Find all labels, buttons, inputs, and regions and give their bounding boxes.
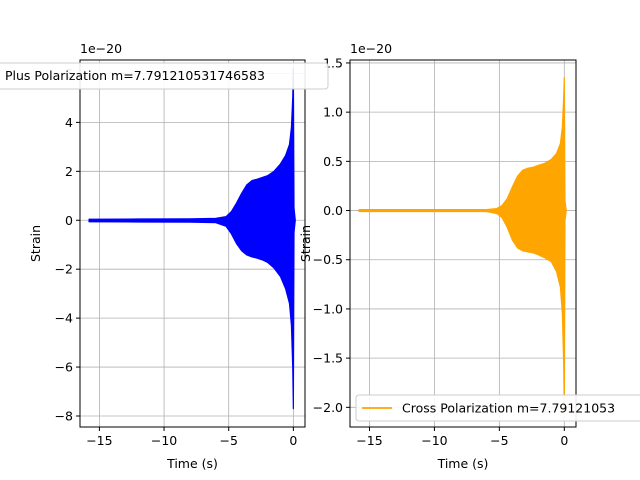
- cross-legend-box: [355, 394, 640, 422]
- cross-ylabel: Strain: [298, 225, 313, 262]
- cross-xlabel: Time (s): [437, 456, 489, 471]
- plus-xtick-label: −10: [151, 433, 177, 448]
- plus-ytick-label: −4: [55, 311, 73, 326]
- plus-xtick-label: 0: [289, 433, 297, 448]
- plus-ylabel: Strain: [28, 225, 43, 262]
- cross-ytick-label: −0.5: [313, 252, 343, 267]
- plus-ytick-label: 4: [65, 115, 73, 130]
- cross-ytick-label: 1.0: [323, 105, 343, 120]
- cross-ytick-label: −2.0: [313, 400, 343, 415]
- cross-offset-label: 1e−20: [350, 41, 392, 56]
- plus-xtick-label: −5: [219, 433, 237, 448]
- cross-ytick-label: −1.0: [313, 301, 343, 316]
- plus-ytick-label: 2: [65, 164, 73, 179]
- plus-legend-label: Plus Polarization m=7.791210531746583: [5, 68, 265, 83]
- plus-ytick-label: −2: [55, 262, 73, 277]
- plus-xlabel: Time (s): [166, 456, 218, 471]
- cross-xtick-label: −5: [490, 433, 508, 448]
- cross-ytick-label: −1.5: [313, 351, 343, 366]
- cross-xtick-label: 0: [560, 433, 568, 448]
- plus-ytick-label: −8: [55, 408, 73, 423]
- plus-axes-frame: [79, 59, 306, 428]
- cross-ytick-label: 0.5: [323, 154, 343, 169]
- cross-xtick-label: −15: [356, 433, 382, 448]
- plus-waveform-series: [88, 67, 296, 410]
- plus-ytick-label: −6: [55, 360, 73, 375]
- cross-xtick-label: −10: [421, 433, 447, 448]
- plus-offset-label: 1e−20: [80, 41, 122, 56]
- cross-ytick-label: 0.0: [323, 203, 343, 218]
- plus-legend-box: [0, 62, 329, 90]
- cross-axes-frame: [349, 59, 577, 428]
- cross-legend-label: Cross Polarization m=7.79121053: [402, 401, 615, 416]
- cross-waveform-series: [358, 77, 567, 413]
- plus-xtick-label: −15: [86, 433, 112, 448]
- plus-ytick-label: 0: [65, 213, 73, 228]
